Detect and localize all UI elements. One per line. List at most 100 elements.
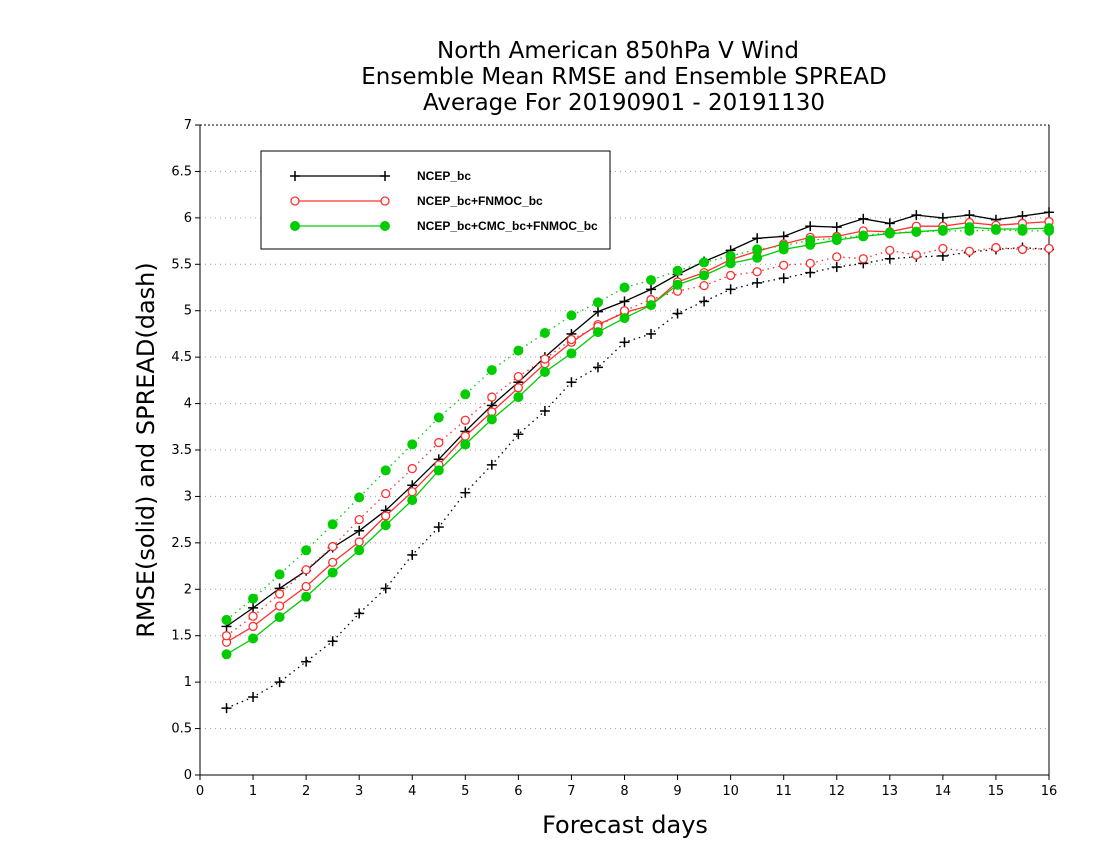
series-0-rmse-point-20 (752, 233, 763, 244)
legend-label-1: NCEP_bc+FNMOC_bc (417, 194, 543, 208)
series-1-spread-point-20 (752, 267, 762, 277)
series-0-spread-point-4 (327, 636, 338, 647)
series-0-spread-point-16 (646, 328, 657, 339)
series-0-rmse-point-15 (619, 296, 630, 307)
series-2-spread-point-18 (699, 257, 710, 268)
title-line-1: North American 850hPa V Wind (437, 38, 799, 64)
y-tick-label-3: 1.5 (171, 629, 192, 644)
series-2-spread-point-5 (354, 492, 365, 503)
x-tick-label-14: 14 (935, 784, 952, 799)
y-axis-label: RMSE(solid) and SPREAD(dash) (132, 262, 160, 638)
x-tick-label-2: 2 (302, 784, 310, 799)
series-1-rmse-point-4 (328, 557, 338, 568)
series-2-rmse-point-2 (274, 612, 285, 623)
series-0 (221, 207, 1054, 714)
series-2-spread-point-9 (460, 389, 471, 400)
y-tick-label-6: 3 (184, 489, 192, 504)
series-1-spread-point-21 (779, 260, 789, 270)
series-1-rmse-line (226, 220, 1050, 643)
y-tick-label-8: 4 (184, 397, 192, 412)
x-tick-label-3: 3 (355, 784, 363, 799)
series-1-spread-point-31 (1044, 243, 1054, 254)
series-2-spread-point-22 (805, 235, 816, 246)
series-0-spread-point-3 (301, 656, 312, 667)
series-1-spread-point-7 (407, 463, 417, 474)
series-0-spread-point-12 (539, 406, 550, 416)
legend-label-2: NCEP_bc+CMC_bc+FNMOC_bc (417, 219, 598, 233)
series-2-rmse-point-3 (301, 591, 312, 602)
x-tick-label-10: 10 (722, 784, 739, 799)
series-0-rmse-point-14 (592, 306, 603, 317)
series-0-rmse-point-25 (884, 218, 895, 229)
series-2-rmse-point-13 (566, 348, 577, 359)
series-0-rmse-line (226, 211, 1050, 627)
series-1-spread-point-8 (434, 437, 444, 448)
y-tick-label-14: 7 (184, 118, 192, 133)
y-tick-label-12: 6 (184, 211, 192, 226)
series-0-spread-point-2 (274, 677, 285, 688)
legend-marker-end-0 (380, 171, 390, 181)
series-2-rmse-point-18 (699, 270, 710, 281)
series-2-rmse-point-6 (380, 520, 391, 531)
series-1-spread-point-3 (301, 565, 311, 575)
x-tick-label-9: 9 (673, 784, 681, 799)
series-2-spread-point-19 (725, 250, 736, 261)
series-1-spread-point-30 (1017, 244, 1028, 255)
y-tick-label-10: 5 (184, 304, 192, 319)
series-2-rmse-point-4 (327, 567, 338, 578)
series-0-spread-point-9 (460, 487, 471, 498)
series-2-spread-point-11 (513, 345, 524, 356)
series-0-rmse-point-27 (937, 212, 948, 223)
title-line-2: Ensemble Mean RMSE and Ensemble SPREAD (361, 64, 886, 90)
series-2-spread-point-29 (990, 224, 1001, 235)
series-1-spread-point-23 (832, 252, 842, 262)
legend-marker-start-2 (290, 221, 300, 231)
series-1-spread-point-18 (699, 280, 709, 291)
series-2-rmse-point-17 (672, 279, 683, 290)
series-0-spread-point-14 (592, 362, 603, 373)
series-0-spread-point-5 (354, 608, 365, 619)
series-1-rmse-point-7 (407, 487, 417, 497)
series-0-spread-point-18 (699, 296, 710, 307)
legend-box (260, 150, 611, 250)
series-2-spread-point-15 (619, 282, 630, 293)
chart-title: North American 850hPa V Wind Ensemble Me… (361, 38, 886, 116)
x-tick-label-13: 13 (882, 784, 899, 799)
legend-marker-start-1 (290, 196, 300, 206)
series-1-spread-point-27 (938, 243, 948, 254)
series-2-spread-point-10 (486, 365, 497, 376)
series-1-rmse-point-2 (274, 601, 285, 611)
series-2-rmse-point-16 (646, 300, 657, 311)
series-0-spread-point-8 (433, 522, 444, 533)
x-tick-label-8: 8 (620, 784, 628, 799)
series-0-spread-point-17 (672, 308, 683, 319)
y-tick-label-0: 0 (184, 768, 192, 783)
series-2-rmse-point-11 (513, 392, 524, 403)
series-2-spread-point-0 (221, 614, 232, 625)
series-2-spread-point-27 (937, 225, 948, 236)
x-tick-label-0: 0 (196, 784, 204, 799)
axes: 00.511.522.533.544.555.566.570 1 2 3 4 5 6 7 8 9 1… (171, 118, 1057, 799)
series-0-rmse-point-16 (646, 284, 657, 295)
y-tick-label-1: 0.5 (171, 722, 192, 737)
series-2-rmse-point-20 (752, 252, 763, 263)
x-tick-label-15: 15 (988, 784, 1005, 799)
y-tick-label-5: 2.5 (171, 536, 192, 551)
series-1-spread-point-6 (381, 488, 391, 499)
series-2-spread-point-26 (911, 226, 922, 237)
series-2-rmse-point-15 (619, 313, 630, 324)
legend-label-0: NCEP_bc (417, 169, 471, 183)
series-1-spread-point-5 (354, 514, 364, 525)
series (221, 207, 1054, 714)
series-0-spread-point-11 (513, 429, 524, 440)
x-tick-label-4: 4 (408, 784, 416, 799)
legend-marker-end-2 (380, 221, 390, 231)
series-0-rmse-point-23 (831, 222, 842, 233)
series-0-rmse-point-26 (911, 210, 922, 221)
y-tick-label-11: 5.5 (171, 257, 192, 272)
series-0-spread-point-15 (619, 337, 630, 348)
series-1-spread-point-10 (487, 392, 497, 402)
legend-marker-start-0 (290, 171, 300, 181)
series-0-spread-point-1 (248, 692, 259, 702)
